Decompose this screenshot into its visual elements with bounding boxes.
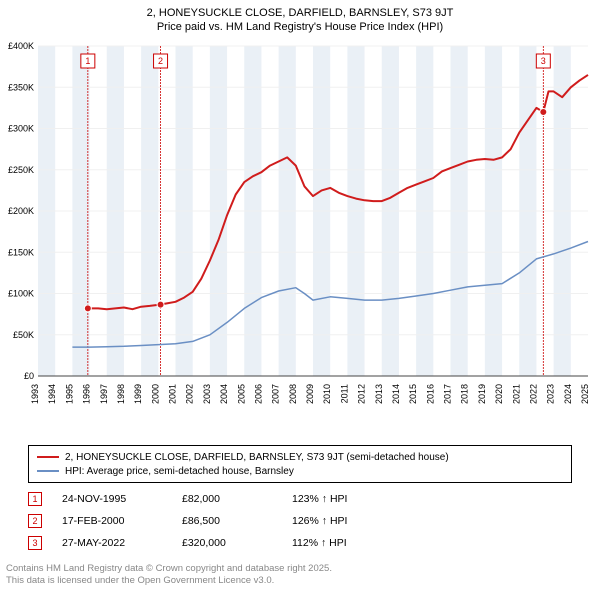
legend-swatch [37, 456, 59, 458]
x-tick-label: 2009 [305, 384, 315, 404]
x-tick-label: 2001 [168, 384, 178, 404]
footer-line1: Contains HM Land Registry data © Crown c… [6, 563, 332, 574]
x-tick-label: 1995 [64, 384, 74, 404]
marker-price: £320,000 [182, 537, 272, 549]
chart-title-block: 2, HONEYSUCKLE CLOSE, DARFIELD, BARNSLEY… [0, 0, 600, 37]
y-tick-label: £400K [8, 41, 34, 51]
y-tick-label: £0 [24, 371, 34, 381]
x-tick-label: 2023 [546, 384, 556, 404]
legend-label: 2, HONEYSUCKLE CLOSE, DARFIELD, BARNSLEY… [65, 452, 449, 463]
x-tick-label: 2025 [580, 384, 590, 404]
x-tick-label: 2005 [236, 384, 246, 404]
legend-swatch [37, 470, 59, 472]
legend: 2, HONEYSUCKLE CLOSE, DARFIELD, BARNSLEY… [28, 445, 572, 483]
marker-hpi: 126% ↑ HPI [292, 515, 382, 527]
x-tick-label: 2006 [253, 384, 263, 404]
x-tick-label: 2017 [443, 384, 453, 404]
x-tick-label: 2020 [494, 384, 504, 404]
legend-row: 2, HONEYSUCKLE CLOSE, DARFIELD, BARNSLEY… [37, 450, 563, 464]
marker-badge: 3 [541, 56, 546, 66]
price-chart: £0 £50K £100K £150K £200K £250K £300K £350K £400… [0, 40, 600, 440]
x-tick-label: 1993 [30, 384, 40, 404]
x-tick-label: 1994 [47, 384, 57, 404]
x-tick-label: 2014 [391, 384, 401, 404]
y-tick-label: £300K [8, 124, 34, 134]
series-property [88, 75, 588, 309]
x-tick-label: 2000 [150, 384, 160, 404]
marker-date: 17-FEB-2000 [62, 515, 162, 527]
x-tick-label: 2013 [374, 384, 384, 404]
chart-title-line1: 2, HONEYSUCKLE CLOSE, DARFIELD, BARNSLEY… [10, 6, 590, 20]
y-tick-label: £150K [8, 247, 34, 257]
x-tick-label: 2011 [339, 384, 349, 403]
x-tick-label: 1999 [133, 384, 143, 404]
footer-line2: This data is licensed under the Open Gov… [6, 575, 332, 586]
x-tick-label: 2016 [425, 384, 435, 404]
x-tick-label: 1998 [116, 384, 126, 404]
marker-price: £86,500 [182, 515, 272, 527]
marker-table-row: 2 17-FEB-2000 £86,500 126% ↑ HPI [28, 510, 572, 532]
marker-table-row: 1 24-NOV-1995 £82,000 123% ↑ HPI [28, 488, 572, 510]
x-tick-label: 2019 [477, 384, 487, 404]
footer: Contains HM Land Registry data © Crown c… [6, 563, 332, 586]
y-tick-label: £250K [8, 165, 34, 175]
y-tick-label: £200K [8, 206, 34, 216]
x-tick-label: 2002 [185, 384, 195, 404]
marker-table: 1 24-NOV-1995 £82,000 123% ↑ HPI 2 17-FEB-200… [28, 488, 572, 554]
legend-label: HPI: Average price, semi-detached house,… [65, 466, 294, 477]
marker-date: 24-NOV-1995 [62, 493, 162, 505]
x-tick-label: 2018 [460, 384, 470, 404]
marker-hpi: 123% ↑ HPI [292, 493, 382, 505]
legend-row: HPI: Average price, semi-detached house,… [37, 464, 563, 478]
y-tick-label: £100K [8, 289, 34, 299]
y-tick-label: £350K [8, 82, 34, 92]
y-tick-label: £50K [13, 330, 34, 340]
marker-table-badge: 2 [28, 514, 42, 528]
marker-badge: 1 [85, 56, 90, 66]
marker-table-badge: 3 [28, 536, 42, 550]
marker-price: £82,000 [182, 493, 272, 505]
x-tick-label: 2008 [288, 384, 298, 404]
x-tick-label: 2021 [511, 384, 521, 404]
marker-badge: 2 [158, 56, 163, 66]
x-tick-label: 2024 [563, 384, 573, 404]
x-tick-label: 2004 [219, 384, 229, 404]
marker-table-badge: 1 [28, 492, 42, 506]
x-tick-label: 1997 [99, 384, 109, 404]
x-tick-label: 2003 [202, 384, 212, 404]
x-tick-label: 2015 [408, 384, 418, 404]
marker-hpi: 112% ↑ HPI [292, 537, 382, 549]
x-tick-label: 2022 [528, 384, 538, 404]
marker-table-row: 3 27-MAY-2022 £320,000 112% ↑ HPI [28, 532, 572, 554]
chart-title-line2: Price paid vs. HM Land Registry's House … [10, 20, 590, 34]
marker-date: 27-MAY-2022 [62, 537, 162, 549]
x-tick-label: 2010 [322, 384, 332, 404]
x-tick-label: 2007 [271, 384, 281, 404]
x-tick-label: 1996 [82, 384, 92, 404]
x-tick-label: 2012 [357, 384, 367, 404]
